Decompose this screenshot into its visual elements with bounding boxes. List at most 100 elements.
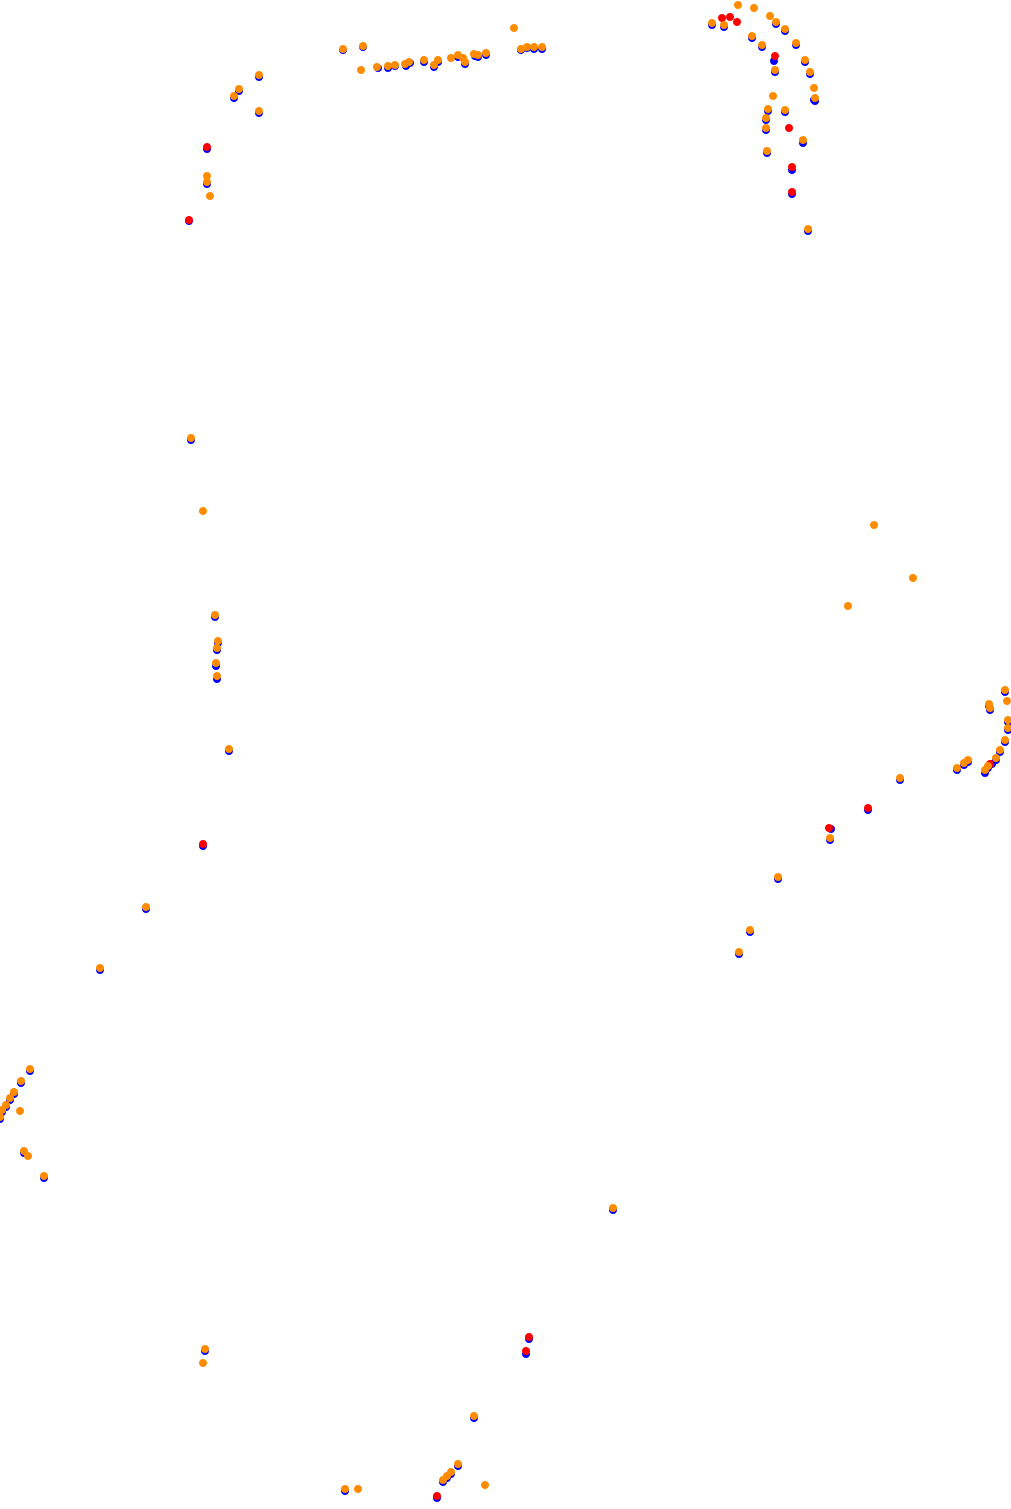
data-point	[844, 602, 852, 610]
data-point	[764, 105, 772, 113]
data-point	[213, 672, 221, 680]
data-point	[781, 25, 789, 33]
data-point	[357, 66, 365, 74]
data-point	[870, 521, 878, 529]
data-point	[26, 1065, 34, 1073]
data-point	[24, 1152, 32, 1160]
data-point	[434, 56, 442, 64]
data-point	[199, 1359, 207, 1367]
data-point	[788, 188, 796, 196]
data-point	[1001, 686, 1009, 694]
data-point	[40, 1172, 48, 1180]
data-point	[6, 1094, 14, 1102]
data-point	[235, 85, 243, 93]
data-point	[212, 659, 220, 667]
data-point	[213, 644, 221, 652]
data-point	[825, 824, 833, 832]
data-point	[538, 43, 546, 51]
data-point	[510, 24, 518, 32]
data-point	[801, 56, 809, 64]
data-point	[718, 14, 726, 22]
data-point	[373, 63, 381, 71]
data-point	[225, 745, 233, 753]
data-point	[206, 192, 214, 200]
data-point	[992, 754, 1000, 762]
data-point	[864, 804, 872, 812]
data-point	[211, 611, 219, 619]
data-point	[461, 58, 469, 66]
data-point	[981, 766, 989, 774]
data-point	[1004, 716, 1011, 724]
data-point	[481, 1481, 489, 1489]
data-point	[96, 964, 104, 972]
data-point	[230, 92, 238, 100]
data-point	[996, 746, 1004, 754]
data-point	[771, 52, 779, 60]
data-point	[609, 1204, 617, 1212]
data-point	[785, 124, 793, 132]
data-point	[804, 225, 812, 233]
data-point	[762, 114, 770, 122]
data-point	[185, 216, 193, 224]
data-point	[733, 18, 741, 26]
data-point	[746, 926, 754, 934]
data-point	[203, 172, 211, 180]
data-point	[758, 41, 766, 49]
data-point	[953, 764, 961, 772]
data-point	[788, 163, 796, 171]
series-1	[185, 13, 994, 1500]
data-point	[16, 1107, 24, 1115]
data-point	[810, 84, 818, 92]
data-point	[359, 42, 367, 50]
data-point	[1001, 736, 1009, 744]
data-point	[750, 4, 758, 12]
data-point	[1004, 724, 1011, 732]
data-point	[10, 1088, 18, 1096]
data-point	[341, 1485, 349, 1493]
data-point	[0, 1106, 6, 1114]
data-point	[523, 43, 531, 51]
data-point	[203, 143, 211, 151]
data-point	[255, 107, 263, 115]
data-point	[391, 61, 399, 69]
data-point	[720, 21, 728, 29]
data-point	[748, 32, 756, 40]
data-point	[762, 124, 770, 132]
data-point	[354, 1485, 362, 1493]
data-point	[447, 54, 455, 62]
data-point	[909, 574, 917, 582]
data-point	[199, 507, 207, 515]
data-point	[433, 1492, 441, 1500]
data-point	[763, 147, 771, 155]
data-point	[420, 56, 428, 64]
data-point	[960, 759, 968, 767]
data-point	[439, 1476, 447, 1484]
data-point	[214, 637, 222, 645]
data-point	[986, 704, 994, 712]
data-point	[384, 62, 392, 70]
data-point	[405, 58, 413, 66]
data-point	[522, 1347, 530, 1355]
data-point	[896, 774, 904, 782]
data-point	[339, 45, 347, 53]
data-point	[201, 1345, 209, 1353]
data-point	[203, 178, 211, 186]
data-point	[806, 68, 814, 76]
data-point	[530, 43, 538, 51]
data-point	[454, 1460, 462, 1468]
data-point	[17, 1077, 25, 1085]
data-point	[255, 71, 263, 79]
data-point	[772, 18, 780, 26]
data-point	[734, 1, 742, 9]
data-point	[769, 92, 777, 100]
data-point	[474, 51, 482, 59]
data-point	[735, 948, 743, 956]
data-point	[811, 94, 819, 102]
data-point	[482, 49, 490, 57]
data-point	[826, 834, 834, 842]
data-point	[799, 136, 807, 144]
data-point	[199, 840, 207, 848]
data-point	[1003, 697, 1011, 705]
